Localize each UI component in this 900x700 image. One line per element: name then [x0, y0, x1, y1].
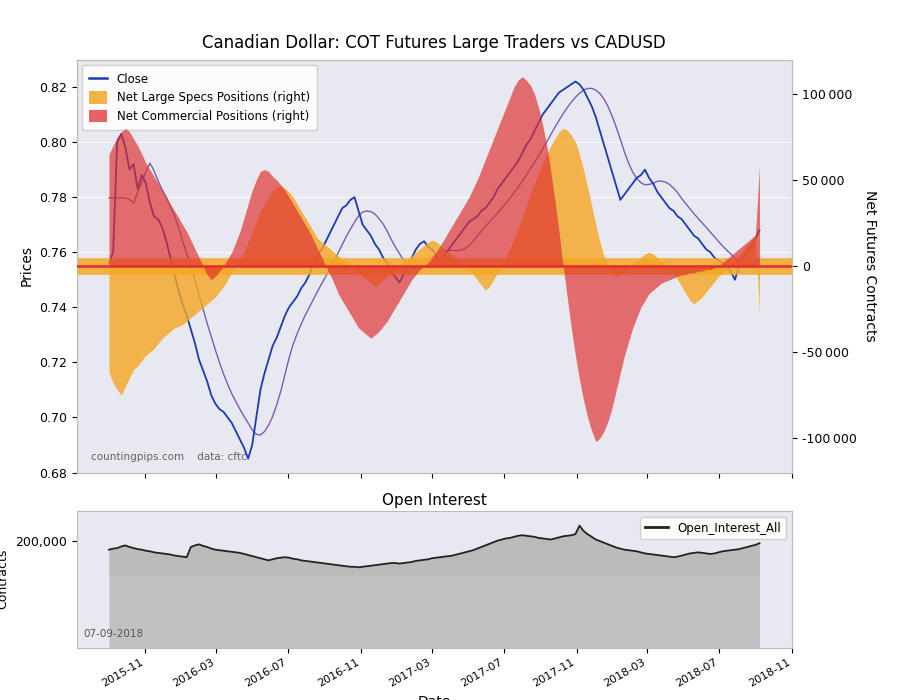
Y-axis label: Contracts: Contracts [0, 549, 9, 610]
Legend: Open_Interest_All: Open_Interest_All [640, 517, 786, 539]
Legend: Close, Net Large Specs Positions (right), Net Commercial Positions (right): Close, Net Large Specs Positions (right)… [83, 65, 317, 130]
Y-axis label: Net Futures Contracts: Net Futures Contracts [863, 190, 878, 342]
Title: Canadian Dollar: COT Futures Large Traders vs CADUSD: Canadian Dollar: COT Futures Large Trade… [202, 34, 666, 52]
Text: 07-09-2018: 07-09-2018 [84, 629, 144, 638]
Text: countingpips.com    data: cftc: countingpips.com data: cftc [91, 452, 247, 462]
X-axis label: Date: Date [418, 694, 451, 700]
Y-axis label: Prices: Prices [19, 246, 33, 286]
Title: Open Interest: Open Interest [382, 494, 487, 508]
